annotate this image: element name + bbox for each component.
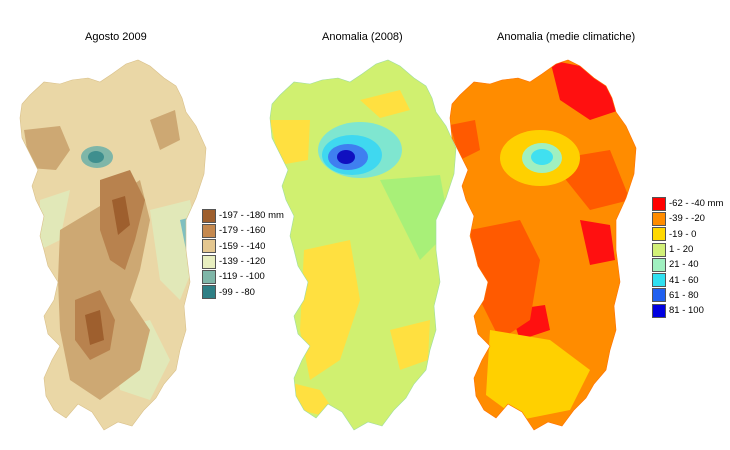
map-anomalia-medie-zone-yellow-south bbox=[486, 330, 590, 420]
map-agosto-zone-teal bbox=[88, 151, 104, 163]
legend-agosto-item: -179 - -160 bbox=[202, 223, 284, 238]
legend-agosto-item: -159 - -140 bbox=[202, 239, 284, 254]
legend-anomalia-label: 41 - 60 bbox=[669, 274, 699, 286]
legend-agosto-swatch bbox=[202, 269, 216, 284]
legend-agosto-label: -197 - -180 mm bbox=[219, 210, 284, 222]
legend-anomalia-label: 81 - 100 bbox=[669, 305, 704, 317]
legend-anomalia-item: 21 - 40 bbox=[652, 257, 723, 272]
legend-agosto-swatch bbox=[202, 208, 216, 223]
legend-anomalia-label: 61 - 80 bbox=[669, 289, 699, 301]
map-anomalia-2008-zone-navy bbox=[337, 150, 355, 164]
legend-anomalia-item: -62 - -40 mm bbox=[652, 196, 723, 211]
legend-anomalia-item: -19 - 0 bbox=[652, 227, 723, 242]
map-agosto-zone-darkest-2 bbox=[85, 310, 104, 345]
map-anomalia-2008 bbox=[269, 59, 457, 431]
legend-anomalia-item: 41 - 60 bbox=[652, 272, 723, 288]
legend-anomalia-swatch bbox=[652, 303, 666, 318]
map-anomalia-medie-zone-red-east bbox=[580, 220, 615, 265]
legend-agosto-label: -179 - -160 bbox=[219, 225, 266, 237]
legend-anomalia-label: -39 - -20 bbox=[669, 213, 705, 225]
map-agosto bbox=[19, 59, 207, 431]
legend-anomalia-swatch bbox=[652, 211, 666, 226]
legend-agosto-swatch bbox=[202, 239, 216, 254]
legend-anomalia-swatch bbox=[652, 288, 666, 303]
map-anomalia-medie bbox=[449, 59, 637, 431]
legend-agosto-item: -197 - -180 mm bbox=[202, 208, 284, 223]
legend-anomalia-swatch bbox=[652, 242, 666, 257]
legend-anomalia-item: 81 - 100 bbox=[652, 303, 723, 318]
map-agosto-zone-light-west bbox=[40, 190, 70, 250]
legend-agosto-item: -139 - -120 bbox=[202, 254, 284, 269]
map-agosto-zone-darkest-1 bbox=[112, 196, 130, 235]
legend-anomalia-item: 61 - 80 bbox=[652, 288, 723, 303]
legend-agosto-item: -99 - -80 bbox=[202, 284, 284, 300]
map-anomalia-2008-zone-yellow-northwest bbox=[270, 120, 310, 165]
map-agosto-zone-mid-northeast bbox=[150, 110, 180, 150]
map-title-agosto: Agosto 2009 bbox=[85, 31, 147, 43]
legend-anomalia-swatch bbox=[652, 257, 666, 272]
map-anomalia-2008-zone-yellow-southwest bbox=[300, 240, 360, 380]
legend-anomalia-item: -39 - -20 bbox=[652, 211, 723, 226]
legend-agosto-label: -99 - -80 bbox=[219, 286, 255, 298]
legend-agosto-label: -159 - -140 bbox=[219, 240, 266, 252]
legend-anomalia-label: 21 - 40 bbox=[669, 259, 699, 271]
legend-anomalia-swatch bbox=[652, 273, 666, 288]
legend-agosto-swatch bbox=[202, 285, 216, 300]
legend-agosto-swatch bbox=[202, 223, 216, 238]
map-title-anomalia-medie: Anomalia (medie climatiche) bbox=[497, 31, 636, 43]
map-anomalia-2008-zone-yellow-north bbox=[360, 90, 410, 118]
legend-agosto-label: -139 - -120 bbox=[219, 256, 266, 268]
map-title-anomalia-2008: Anomalia (2008) bbox=[322, 31, 403, 43]
legend-agosto-item: -119 - -100 bbox=[202, 269, 284, 284]
legend-anomalia-label: -62 - -40 mm bbox=[669, 198, 724, 210]
legend-agosto: -197 - -180 mm -179 - -160 -159 - -140 -… bbox=[202, 208, 284, 300]
legend-anomalia-label: 1 - 20 bbox=[669, 244, 694, 256]
map-anomalia-2008-zone-yellow-southeast bbox=[390, 320, 430, 370]
map-anomalia-2008-zone-edge-east bbox=[436, 220, 456, 270]
legend-anomalia-label: -19 - 0 bbox=[669, 228, 697, 240]
map-agosto-zone-mid-northwest bbox=[24, 126, 70, 170]
legend-anomalia-item: 1 - 20 bbox=[652, 242, 723, 257]
legend-agosto-label: -119 - -100 bbox=[219, 271, 265, 283]
legend-anomalia: -62 - -40 mm -39 - -20 -19 - 0 1 - 20 21… bbox=[652, 196, 723, 318]
map-anomalia-2008-zone-green-east bbox=[380, 175, 450, 260]
map-anomalia-medie-zone-redorange-west bbox=[470, 220, 540, 340]
legend-agosto-swatch bbox=[202, 254, 216, 269]
legend-anomalia-swatch bbox=[652, 227, 666, 242]
map-anomalia-medie-zone-cyan bbox=[531, 149, 553, 165]
legend-anomalia-swatch bbox=[652, 196, 666, 211]
